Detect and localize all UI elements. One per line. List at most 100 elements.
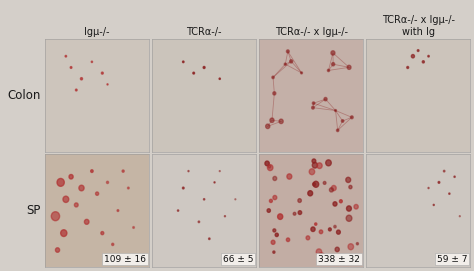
Circle shape bbox=[107, 181, 109, 183]
Circle shape bbox=[313, 183, 316, 186]
Circle shape bbox=[326, 160, 331, 166]
Circle shape bbox=[328, 228, 331, 231]
Circle shape bbox=[273, 229, 276, 232]
Circle shape bbox=[107, 84, 108, 85]
Circle shape bbox=[337, 230, 340, 234]
Circle shape bbox=[101, 72, 103, 74]
Circle shape bbox=[272, 76, 274, 79]
Circle shape bbox=[273, 92, 276, 95]
Text: Colon: Colon bbox=[7, 89, 40, 102]
Circle shape bbox=[219, 78, 220, 79]
Circle shape bbox=[57, 178, 64, 186]
Circle shape bbox=[290, 60, 293, 63]
Circle shape bbox=[271, 240, 275, 244]
Circle shape bbox=[284, 63, 286, 65]
Circle shape bbox=[312, 162, 318, 168]
Circle shape bbox=[286, 50, 289, 53]
Circle shape bbox=[265, 124, 270, 128]
Circle shape bbox=[315, 223, 317, 225]
Circle shape bbox=[112, 243, 114, 246]
Circle shape bbox=[438, 182, 440, 183]
Circle shape bbox=[128, 187, 129, 189]
Circle shape bbox=[96, 192, 99, 195]
Circle shape bbox=[331, 51, 335, 55]
Circle shape bbox=[422, 61, 424, 63]
Circle shape bbox=[354, 204, 358, 209]
Circle shape bbox=[337, 129, 339, 132]
Circle shape bbox=[63, 196, 69, 202]
Circle shape bbox=[454, 176, 455, 178]
Text: 109 ± 16: 109 ± 16 bbox=[104, 254, 146, 264]
Circle shape bbox=[341, 120, 344, 122]
Circle shape bbox=[459, 216, 460, 217]
Circle shape bbox=[270, 118, 274, 122]
Circle shape bbox=[417, 50, 419, 51]
Circle shape bbox=[269, 199, 273, 202]
Circle shape bbox=[351, 116, 353, 119]
Text: TCRα-/- x Igμ-/-
with Ig: TCRα-/- x Igμ-/- with Ig bbox=[382, 15, 455, 37]
Circle shape bbox=[182, 61, 184, 63]
Text: 338 ± 32: 338 ± 32 bbox=[318, 254, 360, 264]
Circle shape bbox=[347, 65, 351, 69]
Circle shape bbox=[324, 98, 327, 101]
Circle shape bbox=[203, 199, 205, 200]
Circle shape bbox=[55, 248, 60, 252]
Circle shape bbox=[81, 78, 82, 80]
Circle shape bbox=[332, 63, 335, 66]
Circle shape bbox=[333, 202, 337, 206]
Circle shape bbox=[65, 55, 66, 57]
Circle shape bbox=[268, 165, 271, 168]
Circle shape bbox=[214, 182, 215, 183]
Circle shape bbox=[273, 251, 275, 253]
Text: 66 ± 5: 66 ± 5 bbox=[223, 254, 253, 264]
Circle shape bbox=[346, 215, 352, 221]
Circle shape bbox=[278, 214, 283, 220]
Text: Igμ-/-: Igμ-/- bbox=[84, 27, 110, 37]
Circle shape bbox=[428, 188, 429, 189]
Circle shape bbox=[122, 170, 124, 172]
Circle shape bbox=[449, 193, 450, 194]
Circle shape bbox=[298, 211, 301, 214]
Circle shape bbox=[224, 216, 226, 217]
Circle shape bbox=[219, 171, 220, 172]
Circle shape bbox=[319, 230, 323, 234]
Circle shape bbox=[334, 225, 336, 228]
Circle shape bbox=[198, 221, 200, 223]
Circle shape bbox=[348, 258, 353, 264]
Circle shape bbox=[312, 102, 315, 105]
Circle shape bbox=[182, 187, 184, 189]
Circle shape bbox=[293, 212, 296, 215]
Circle shape bbox=[346, 177, 351, 183]
Circle shape bbox=[335, 247, 339, 252]
Circle shape bbox=[286, 238, 290, 241]
Circle shape bbox=[209, 238, 210, 240]
Circle shape bbox=[308, 191, 313, 196]
Circle shape bbox=[335, 109, 337, 111]
Circle shape bbox=[349, 185, 352, 189]
Circle shape bbox=[356, 243, 358, 245]
Circle shape bbox=[235, 199, 236, 200]
Circle shape bbox=[91, 61, 92, 63]
Circle shape bbox=[329, 188, 333, 192]
Circle shape bbox=[267, 164, 273, 170]
Circle shape bbox=[203, 66, 205, 69]
Circle shape bbox=[348, 244, 354, 250]
Circle shape bbox=[69, 175, 73, 179]
Circle shape bbox=[306, 236, 310, 240]
Circle shape bbox=[316, 249, 322, 255]
Circle shape bbox=[265, 161, 269, 166]
Text: TCRα-/-: TCRα-/- bbox=[186, 27, 222, 37]
Circle shape bbox=[279, 119, 283, 124]
Circle shape bbox=[323, 182, 326, 184]
Circle shape bbox=[84, 219, 89, 224]
Circle shape bbox=[74, 203, 78, 207]
Circle shape bbox=[273, 176, 277, 180]
Text: TCRα-/- x Igμ-/-: TCRα-/- x Igμ-/- bbox=[274, 27, 347, 37]
Text: SP: SP bbox=[26, 204, 40, 217]
Circle shape bbox=[319, 253, 324, 259]
Circle shape bbox=[287, 174, 292, 179]
Circle shape bbox=[433, 204, 434, 205]
Circle shape bbox=[346, 206, 351, 211]
Circle shape bbox=[317, 163, 322, 169]
Circle shape bbox=[273, 195, 277, 200]
